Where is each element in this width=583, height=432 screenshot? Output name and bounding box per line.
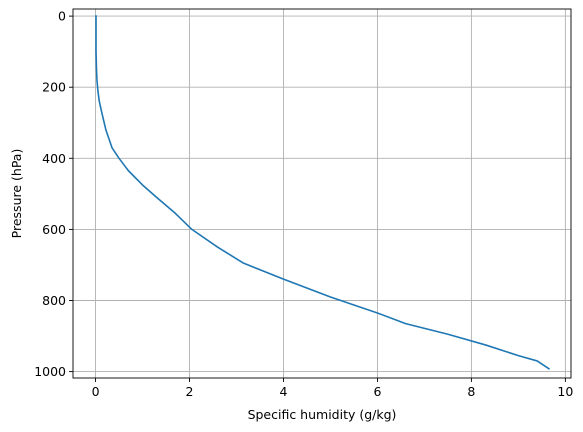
x-tick-label: 2 bbox=[186, 384, 194, 399]
y-ticks: 0 200 400 600 800 1000 bbox=[34, 9, 73, 379]
x-tick-label: 8 bbox=[467, 384, 475, 399]
y-tick-label: 0 bbox=[58, 9, 66, 24]
grid bbox=[73, 9, 571, 378]
humidity-profile-line bbox=[95, 15, 551, 370]
x-ticks: 0 2 4 6 8 10 bbox=[92, 378, 573, 399]
y-tick-label: 600 bbox=[42, 222, 66, 237]
series-layer bbox=[95, 15, 551, 370]
y-tick-label: 400 bbox=[42, 151, 66, 166]
x-tick-label: 0 bbox=[92, 384, 100, 399]
y-tick-label: 800 bbox=[42, 293, 66, 308]
x-tick-label: 4 bbox=[279, 384, 287, 399]
y-tick-label: 1000 bbox=[34, 364, 66, 379]
y-axis-label: Pressure (hPa) bbox=[9, 149, 24, 239]
plot-frame bbox=[72, 8, 572, 379]
x-axis-label: Specific humidity (g/kg) bbox=[248, 407, 397, 422]
y-tick-label: 200 bbox=[42, 80, 66, 95]
x-tick-label: 6 bbox=[373, 384, 381, 399]
x-tick-label: 10 bbox=[557, 384, 573, 399]
